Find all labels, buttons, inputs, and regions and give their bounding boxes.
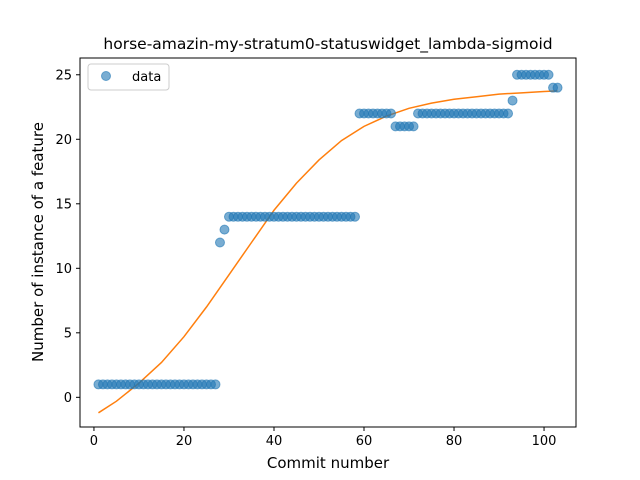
data-point — [214, 237, 225, 248]
y-tick-label: 0 — [64, 391, 72, 406]
data-point — [350, 211, 361, 222]
x-tick-label: 0 — [90, 434, 98, 449]
y-tick-label: 5 — [64, 326, 72, 341]
data-series — [93, 69, 563, 390]
y-axis-ticks: 0 5 10 15 20 25 — [55, 68, 80, 406]
x-axis-ticks: 0 20 40 60 80 100 — [90, 427, 557, 449]
data-point — [543, 69, 554, 80]
legend: data — [87, 63, 170, 91]
data-point — [552, 82, 563, 93]
legend-box — [87, 63, 170, 91]
y-tick-label: 10 — [55, 262, 72, 277]
x-axis-label: Commit number — [267, 454, 390, 472]
y-tick-label: 20 — [55, 133, 72, 148]
data-point — [386, 108, 397, 119]
x-tick-label: 100 — [532, 434, 557, 449]
x-tick-label: 20 — [176, 434, 193, 449]
x-tick-label: 40 — [266, 434, 283, 449]
legend-data-marker — [101, 71, 111, 81]
x-tick-label: 80 — [446, 434, 463, 449]
data-point — [210, 379, 221, 390]
data-point — [219, 224, 230, 235]
fit-line — [98, 90, 558, 414]
fit-series — [98, 90, 558, 414]
chart-title: horse-amazin-my-stratum0-statuswidget_la… — [103, 35, 552, 54]
y-axis-label: Number of instance of a feature — [29, 122, 47, 362]
x-tick-label: 60 — [356, 434, 373, 449]
y-tick-label: 25 — [55, 68, 72, 83]
legend-data-label: data — [132, 70, 161, 85]
data-point — [507, 95, 518, 106]
data-point — [408, 121, 419, 132]
axes-frame — [79, 57, 577, 428]
y-tick-label: 15 — [55, 197, 72, 212]
data-point — [503, 108, 514, 119]
